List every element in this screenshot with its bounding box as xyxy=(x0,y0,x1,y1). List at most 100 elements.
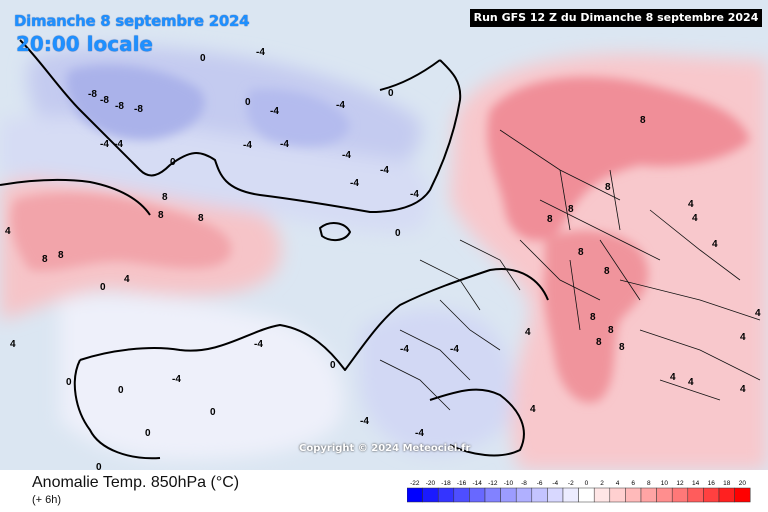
contour-label: -4 xyxy=(243,140,252,151)
contour-label: 8 xyxy=(640,115,646,126)
contour-label: -4 xyxy=(270,106,279,117)
legend-swatch xyxy=(625,487,642,503)
contour-label: 8 xyxy=(604,266,610,277)
legend-tick-label: -2 xyxy=(568,480,574,487)
contour-label: -8 xyxy=(100,95,109,106)
svalbard-coast xyxy=(379,59,441,91)
contour-label: -4 xyxy=(450,344,459,355)
legend-tick-label: -16 xyxy=(457,480,467,487)
contour-label: 8 xyxy=(590,312,596,323)
footer: Anomalie Temp. 850hPa (°C) (+ 6h) -2 2 -20… xyxy=(0,470,768,512)
legend-tick-label: -6 xyxy=(537,480,543,487)
contour-label: -4 xyxy=(280,139,289,150)
contour-label: -8 xyxy=(115,101,124,112)
date-label: Dimanche 8 septembre 2024 xyxy=(14,12,250,30)
cold-core-iceland xyxy=(246,89,350,147)
legend-swatch xyxy=(422,487,439,503)
greenland-coast xyxy=(19,39,462,213)
lead-time: (+ 6h) xyxy=(32,494,62,506)
contour-label: 8 xyxy=(619,342,625,353)
contour-label: -8 xyxy=(134,104,143,115)
contour-label: 0 xyxy=(200,53,206,64)
contour-label: 0 xyxy=(210,407,216,418)
contour-label: 8 xyxy=(596,337,602,348)
contour-label: -4 xyxy=(100,139,109,150)
contour-label: -4 xyxy=(114,139,123,150)
legend-tick-label: 20 xyxy=(739,480,747,487)
contour-label: 0 xyxy=(170,157,176,168)
contour-label: 0 xyxy=(96,462,102,470)
legend-swatch xyxy=(562,487,579,503)
legend-swatch xyxy=(687,487,704,503)
legend-swatch xyxy=(593,487,611,503)
contour-label: 0 xyxy=(118,385,124,396)
local-time-label: 20:00 locale xyxy=(16,32,153,56)
contour-label: -4 xyxy=(380,165,389,176)
contour-label: 4 xyxy=(740,332,746,343)
contour-label: -4 xyxy=(254,339,263,350)
contour-label: -4 xyxy=(400,344,409,355)
legend-tick-label: -12 xyxy=(488,480,498,487)
legend-swatch xyxy=(407,487,423,503)
color-scale-legend: -22 -20 -18 -16 -14 -12 -10 -8 -6 -4 -2 0 2 4 6 8 10 12 14… xyxy=(407,480,751,503)
contour-label: 8 xyxy=(605,182,611,193)
iceland-coast xyxy=(319,222,351,242)
legend-swatch xyxy=(547,487,564,503)
legend-swatch xyxy=(609,487,626,503)
legend-swatch xyxy=(656,487,673,503)
legend-tick-label: 14 xyxy=(692,480,700,487)
contour-label: 8 xyxy=(58,250,64,261)
legend-swatch xyxy=(640,487,657,503)
legend-tick-label: 10 xyxy=(661,480,669,487)
legend-swatch xyxy=(718,487,735,503)
cold-anomaly-southwest xyxy=(360,309,514,454)
contour-label: 0 xyxy=(388,88,394,99)
contour-label: 0 xyxy=(66,377,72,388)
cold-core-greenland xyxy=(66,64,205,141)
contour-label: 0 xyxy=(100,282,106,293)
contour-label: 4 xyxy=(525,327,531,338)
contour-label: 0 xyxy=(145,428,151,439)
contour-label: 0 xyxy=(245,97,251,108)
contour-label: -8 xyxy=(88,89,97,100)
legend-tick-label: 4 xyxy=(616,480,620,487)
anomaly-fields xyxy=(0,46,768,470)
legend-tick-label: 6 xyxy=(631,480,635,487)
contour-label: 4 xyxy=(5,226,11,237)
legend-tick-label: -4 xyxy=(552,480,558,487)
contour-label: 8 xyxy=(547,214,553,225)
legend-swatch xyxy=(437,487,455,503)
contour-label: 8 xyxy=(608,325,614,336)
contour-label: -4 xyxy=(415,428,424,439)
legend-tick-label: -18 xyxy=(441,480,451,487)
contour-label: -4 xyxy=(336,100,345,111)
contour-label: -4 xyxy=(410,189,419,200)
contour-label: 4 xyxy=(688,377,694,388)
contour-label: 4 xyxy=(124,274,130,285)
country-borders xyxy=(379,129,761,411)
copyright-notice: Copyright © 2024 Meteociel.fr xyxy=(299,443,471,454)
legend-tick-label: 2 xyxy=(600,480,604,487)
contour-label: 8 xyxy=(162,192,168,203)
legend-tick-label: -14 xyxy=(472,480,482,487)
legend-tick-label: 12 xyxy=(676,480,684,487)
legend-swatch xyxy=(703,487,720,503)
contour-label: 4 xyxy=(530,404,536,415)
legend-tick-label: -20 xyxy=(426,480,436,487)
contour-label: 8 xyxy=(158,210,164,221)
contour-label: 4 xyxy=(688,199,694,210)
legend-tick-label: -8 xyxy=(521,480,527,487)
contour-label: -4 xyxy=(256,47,265,58)
legend-tick-label: 0 xyxy=(585,480,589,487)
contour-label: 4 xyxy=(670,372,676,383)
temperature-anomaly-map: -8 -8 -8 -8 -4 -4 -4 -4 -4 -4 -4 -4 -4 -… xyxy=(0,0,768,470)
legend-tick-label: -10 xyxy=(504,480,514,487)
parameter-title: Anomalie Temp. 850hPa (°C) xyxy=(32,474,240,491)
legend-swatch xyxy=(531,487,548,503)
canada-coast xyxy=(0,178,151,216)
contour-label: 4 xyxy=(692,213,698,224)
africa-coast xyxy=(79,268,549,371)
contour-label: 8 xyxy=(578,247,584,258)
legend-swatch xyxy=(515,487,533,503)
legend-swatch xyxy=(578,487,595,503)
